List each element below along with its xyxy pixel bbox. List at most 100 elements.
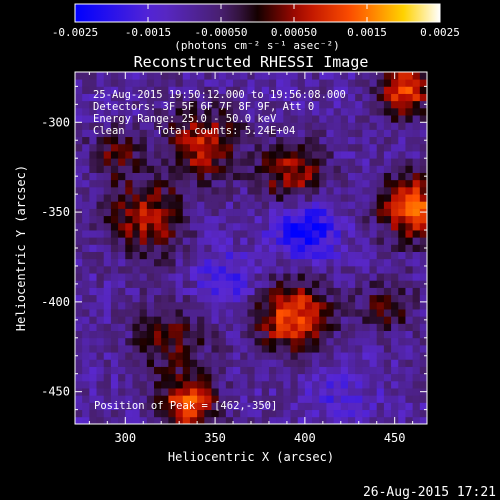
- heatmap-cell: [233, 237, 241, 245]
- heatmap-cell: [398, 244, 406, 252]
- heatmap-cell: [269, 345, 277, 353]
- heatmap-cell: [326, 288, 334, 296]
- heatmap-cell: [118, 237, 126, 245]
- heatmap-cell: [219, 223, 227, 231]
- heatmap-cell: [362, 108, 370, 116]
- heatmap-cell: [168, 173, 176, 181]
- heatmap-cell: [291, 252, 299, 260]
- heatmap-cell: [104, 144, 112, 152]
- heatmap-cell: [204, 338, 212, 346]
- heatmap-cell: [204, 72, 212, 80]
- heatmap-cell: [104, 173, 112, 181]
- heatmap-cell: [97, 295, 105, 303]
- colorbar-tick-label: -0.0025: [52, 26, 98, 39]
- heatmap-cell: [413, 122, 421, 130]
- heatmap-cell: [283, 288, 291, 296]
- heatmap-cell: [97, 201, 105, 209]
- heatmap-cell: [355, 410, 363, 418]
- heatmap-cell: [82, 208, 90, 216]
- heatmap-cell: [355, 266, 363, 274]
- heatmap-cell: [219, 79, 227, 87]
- heatmap-cell: [377, 352, 385, 360]
- heatmap-cell: [420, 323, 428, 331]
- heatmap-cell: [276, 316, 284, 324]
- heatmap-cell: [97, 266, 105, 274]
- heatmap-cell: [326, 295, 334, 303]
- heatmap-cell: [255, 173, 263, 181]
- heatmap-cell: [140, 273, 148, 281]
- heatmap-cell: [298, 273, 306, 281]
- heatmap-cell: [147, 367, 155, 375]
- heatmap-cell: [147, 223, 155, 231]
- heatmap-cell: [269, 374, 277, 382]
- heatmap-cell: [168, 180, 176, 188]
- heatmap-cell: [420, 381, 428, 389]
- heatmap-cell: [334, 359, 342, 367]
- heatmap-cell: [104, 316, 112, 324]
- heatmap-cell: [118, 230, 126, 238]
- heatmap-cell: [298, 230, 306, 238]
- x-tick-label: 400: [294, 431, 316, 445]
- heatmap-cell: [312, 352, 320, 360]
- heatmap-cell: [398, 158, 406, 166]
- y-tick-label: -350: [41, 205, 70, 219]
- heatmap-cell: [269, 388, 277, 396]
- heatmap-cell: [247, 302, 255, 310]
- heatmap-cell: [283, 137, 291, 145]
- heatmap-cell: [341, 158, 349, 166]
- heatmap-cell: [183, 280, 191, 288]
- heatmap-cell: [305, 259, 313, 267]
- heatmap-cell: [140, 79, 148, 87]
- heatmap-cell: [255, 194, 263, 202]
- heatmap-cell: [97, 316, 105, 324]
- heatmap-cell: [298, 295, 306, 303]
- heatmap-cell: [405, 173, 413, 181]
- heatmap-cell: [319, 309, 327, 317]
- heatmap-cell: [89, 388, 97, 396]
- heatmap-cell: [334, 79, 342, 87]
- heatmap-cell: [118, 72, 126, 80]
- heatmap-cell: [384, 302, 392, 310]
- heatmap-cell: [190, 194, 198, 202]
- heatmap-cell: [370, 72, 378, 80]
- heatmap-cell: [176, 180, 184, 188]
- heatmap-cell: [398, 288, 406, 296]
- heatmap-cell: [97, 237, 105, 245]
- heatmap-cell: [111, 331, 119, 339]
- heatmap-cell: [132, 165, 140, 173]
- heatmap-cell: [391, 316, 399, 324]
- heatmap-cell: [226, 280, 234, 288]
- heatmap-cell: [219, 252, 227, 260]
- heatmap-cell: [334, 388, 342, 396]
- heatmap-cell: [377, 72, 385, 80]
- colorbar-tick-label: -0.0015: [125, 26, 171, 39]
- heatmap-cell: [89, 158, 97, 166]
- heatmap-cell: [384, 122, 392, 130]
- heatmap-cell: [125, 252, 133, 260]
- heatmap-cell: [262, 237, 270, 245]
- heatmap-cell: [262, 165, 270, 173]
- heatmap-cell: [190, 208, 198, 216]
- heatmap-cell: [420, 259, 428, 267]
- heatmap-cell: [377, 180, 385, 188]
- heatmap-cell: [341, 201, 349, 209]
- heatmap-cell: [326, 208, 334, 216]
- heatmap-cell: [190, 273, 198, 281]
- heatmap-cell: [154, 266, 162, 274]
- heatmap-cell: [75, 367, 83, 375]
- heatmap-cell: [161, 151, 169, 159]
- heatmap-cell: [226, 194, 234, 202]
- heatmap-cell: [305, 252, 313, 260]
- heatmap-cell: [398, 208, 406, 216]
- heatmap-cell: [370, 122, 378, 130]
- heatmap-cell: [334, 402, 342, 410]
- heatmap-cell: [348, 323, 356, 331]
- heatmap-cell: [355, 295, 363, 303]
- heatmap-cell: [190, 201, 198, 209]
- heatmap-cell: [305, 230, 313, 238]
- heatmap-cell: [334, 108, 342, 116]
- heatmap-cell: [269, 208, 277, 216]
- heatmap-cell: [183, 367, 191, 375]
- heatmap-cell: [326, 266, 334, 274]
- heatmap-cell: [362, 173, 370, 181]
